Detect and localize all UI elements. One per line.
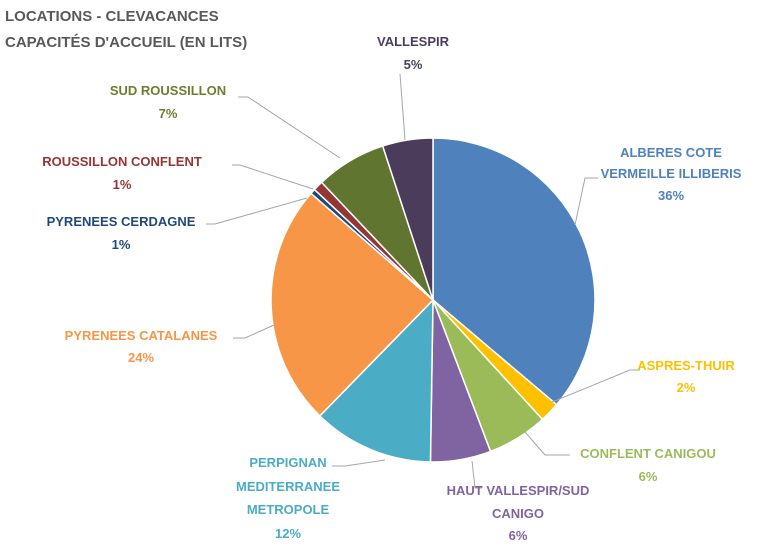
pie-slice: [318, 298, 434, 463]
leader-line: [206, 197, 308, 225]
data-labels: ALBERES COTE VERMEILLE ILLIBERIS 36% ASPRES…: [42, 34, 742, 543]
slice-percent-label: 1%: [113, 177, 132, 192]
slice-label: SUD ROUSSILLON: [110, 83, 226, 98]
slice-percent-label: 6%: [639, 469, 658, 484]
pie-slice: [381, 137, 434, 301]
leader-line: [399, 73, 406, 141]
pie-slice: [432, 137, 596, 406]
slice-percent-label: 5%: [404, 57, 423, 72]
chart-title: LOCATIONS - CLEVACANCES CAPACITÉS D'ACCUE…: [5, 8, 247, 51]
slice-label: PERPIGNAN: [249, 455, 326, 470]
slice-percent-label: 1%: [112, 237, 131, 252]
chart-title-line: CAPACITÉS D'ACCUEIL (EN LITS): [5, 34, 247, 51]
slice-percent-label: 36%: [658, 188, 684, 203]
slice-percent-label: 24%: [128, 350, 154, 365]
leader-line: [524, 431, 570, 456]
slice-percent-label: 12%: [275, 526, 301, 541]
leader-line: [233, 324, 275, 339]
leader-line: [232, 164, 314, 190]
slice-label: ASPRES-THUIR: [637, 358, 735, 373]
slice-percent-label: 7%: [159, 106, 178, 121]
slice-label: CONFLENT CANIGOU: [580, 446, 716, 461]
slice-label: VALLESPIR: [377, 34, 450, 49]
slice-percent-label: 2%: [677, 380, 696, 395]
slice-label: ALBERES COTE: [620, 145, 722, 160]
slice-label: MEDITERRANEE: [236, 479, 340, 494]
slice-percent-label: 6%: [509, 528, 528, 543]
slice-label: METROPOLE: [247, 502, 330, 517]
slice-label: VERMEILLE ILLIBERIS: [601, 166, 742, 181]
leader-line: [471, 460, 482, 489]
chart-title-line: LOCATIONS - CLEVACANCES: [5, 8, 219, 25]
slice-label: CANIGO: [492, 506, 544, 521]
slice-label: PYRENEES CERDAGNE: [47, 214, 196, 229]
slice-label: ROUSSILLON CONFLENT: [42, 154, 202, 169]
leader-line: [574, 177, 598, 226]
leader-lines: [206, 73, 640, 489]
leader-line: [332, 459, 386, 467]
slice-label: PYRENEES CATALANES: [65, 328, 218, 343]
slice-label: HAUT VALLESPIR/SUD: [447, 483, 590, 498]
pie-slices: [270, 137, 596, 463]
pie-slice: [270, 192, 435, 417]
leader-line: [238, 96, 341, 159]
leader-line: [551, 369, 640, 403]
